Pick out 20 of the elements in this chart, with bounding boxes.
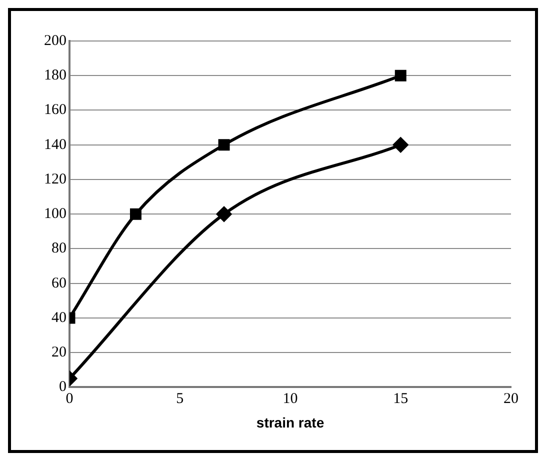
y-tick-label: 80 (52, 240, 66, 257)
y-tick-label: 160 (44, 102, 66, 118)
point (393, 137, 408, 152)
point (394, 70, 406, 82)
point (216, 206, 232, 222)
y-tick-label: 200 (44, 32, 66, 49)
x-axis-title: strain rate (256, 414, 324, 430)
y-tick-label: 140 (44, 136, 66, 153)
point (218, 139, 230, 151)
y-tick-label: 20 (52, 344, 66, 361)
y-tick-label: 120 (44, 171, 66, 188)
y-tick-label: 40 (52, 310, 66, 326)
y-tick-label: 60 (52, 275, 66, 292)
y-tick-label: 100 (44, 206, 66, 222)
x-tick-label: 10 (282, 391, 298, 408)
x-tick-label: 15 (393, 391, 408, 408)
y-tick-label: 180 (44, 68, 66, 84)
x-tick-label: 5 (176, 391, 184, 408)
y-tick-label: 0 (59, 379, 66, 396)
x-tick-label: 20 (504, 391, 518, 408)
